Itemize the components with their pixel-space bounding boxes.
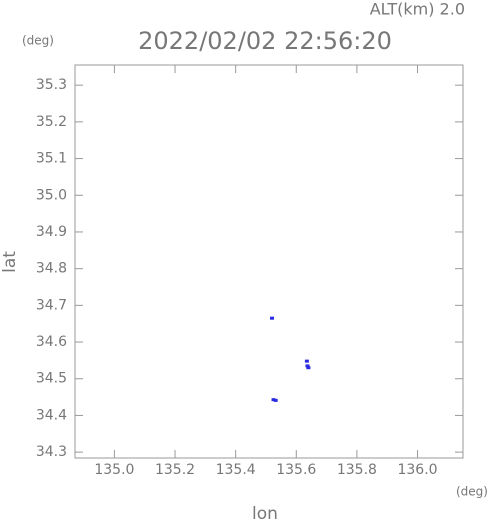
plot-frame — [74, 64, 464, 459]
x-tick-label: 135.8 — [337, 462, 377, 478]
echo-point — [273, 398, 278, 402]
y-tick-label: 34.7 — [36, 297, 67, 313]
y-tick-label: 34.9 — [36, 224, 67, 240]
y-unit: (deg) — [22, 34, 54, 48]
y-tick-label: 34.8 — [36, 261, 67, 277]
chart-title: 2022/02/02 22:56:20 — [138, 27, 392, 55]
y-tick-label: 34.4 — [36, 407, 67, 423]
y-tick-label: 35.1 — [36, 151, 67, 167]
echo-point — [270, 316, 275, 320]
y-tick-label: 35.3 — [36, 77, 67, 93]
echo-point — [271, 398, 276, 402]
y-tick-label: 35.0 — [36, 187, 67, 203]
echo-point — [306, 366, 311, 370]
echo-point — [304, 359, 309, 363]
y-tick-label: 34.5 — [36, 371, 67, 387]
y-tick-label: 35.2 — [36, 114, 67, 130]
x-tick-label: 136.0 — [397, 462, 437, 478]
y-tick-label: 34.3 — [36, 444, 67, 460]
x-tick-label: 135.4 — [216, 462, 256, 478]
y-tick-label: 34.6 — [36, 334, 67, 350]
x-tick-label: 135.2 — [155, 462, 195, 478]
x-unit: (deg) — [456, 485, 488, 499]
y-axis-label: lat — [0, 251, 20, 273]
echo-point — [305, 364, 310, 368]
altitude-label: ALT(km) 2.0 — [370, 0, 465, 19]
x-tick-label: 135.6 — [276, 462, 316, 478]
x-axis-label: lon — [252, 504, 278, 521]
x-tick-label: 135.0 — [94, 462, 134, 478]
